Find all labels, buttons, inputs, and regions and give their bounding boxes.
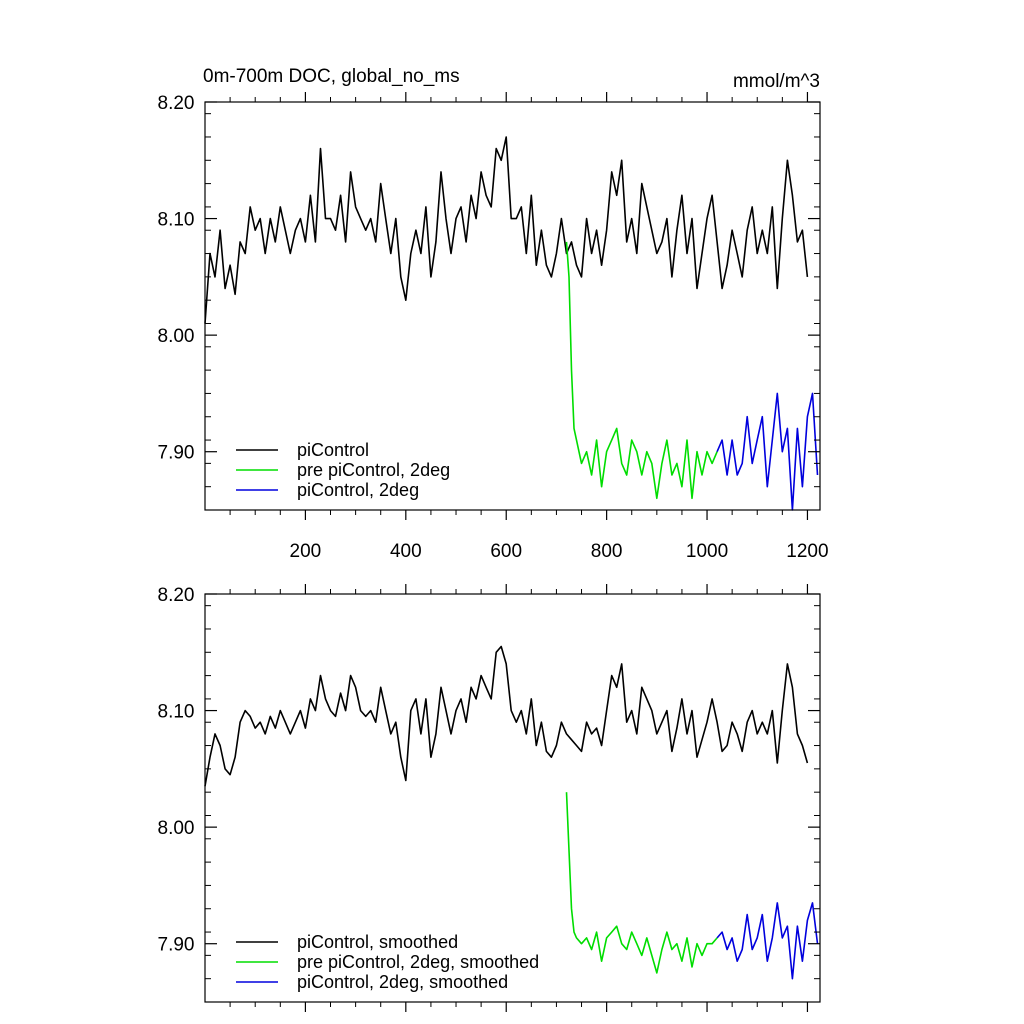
bottom-y-tick-label: 8.10 [158, 702, 195, 723]
bottom-x-axis [229, 584, 809, 1012]
top-legend-label-1: pre piControl, 2deg [297, 460, 450, 480]
top-series-line-2 [716, 392, 819, 511]
top-y-tick-label: 7.90 [158, 443, 195, 464]
top-plot-frame [204, 101, 821, 511]
top-legend-label-2: piControl, 2deg [297, 480, 419, 500]
units-label: mmol/m^3 [733, 71, 820, 92]
top-legend-label-0: piControl [297, 440, 369, 460]
bottom-legend-label-2: piControl, 2deg, smoothed [297, 972, 508, 992]
top-y-axis: 7.90 8.00 8.10 8.20 [158, 93, 820, 511]
top-y-tick-label: 8.20 [158, 93, 195, 114]
bottom-series-line-1 [565, 792, 718, 974]
top-panel: 7.90 8.00 8.10 8.20 200 400 600 800 1000 1200 pi… [158, 92, 829, 562]
bottom-y-tick-label: 8.20 [158, 585, 195, 606]
bottom-legend-label-1: pre piControl, 2deg, smoothed [297, 952, 539, 972]
bottom-series-line-0 [204, 645, 809, 787]
chart-title: 0m-700m DOC, global_no_ms [203, 66, 460, 87]
bottom-y-tick-label: 7.90 [158, 935, 195, 956]
top-y-tick-label: 8.00 [158, 326, 195, 347]
top-x-tick-label: 1000 [686, 541, 728, 562]
bottom-plot-frame [204, 593, 821, 1003]
top-x-tick-label: 800 [591, 541, 623, 562]
top-series-line-1 [565, 241, 718, 500]
bottom-legend-label-0: piControl, smoothed [297, 932, 458, 952]
top-panel-curves [204, 136, 819, 511]
top-x-axis: 200 400 600 800 1000 1200 [229, 92, 829, 562]
bottom-y-axis: 7.90 8.00 8.10 8.20 [158, 585, 820, 1003]
bottom-panel-curves [204, 645, 819, 980]
bottom-y-tick-label: 8.00 [158, 818, 195, 839]
bottom-panel: 7.90 8.00 8.10 8.20 piControl, smoothedpre … [158, 584, 821, 1012]
top-x-tick-label: 1200 [786, 541, 828, 562]
top-x-tick-label: 200 [290, 541, 322, 562]
bottom-series-line-2 [716, 902, 819, 980]
top-x-tick-label: 600 [490, 541, 522, 562]
top-series-line-0 [204, 136, 809, 324]
top-x-tick-label: 400 [390, 541, 422, 562]
top-y-tick-label: 8.10 [158, 210, 195, 231]
